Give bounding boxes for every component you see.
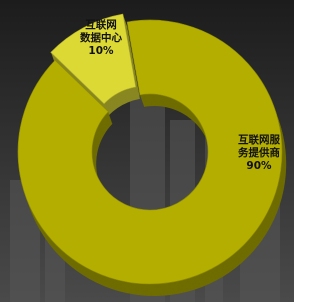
category-name: 互联网 数据中心: [70, 19, 132, 45]
value-label: 90%: [226, 160, 292, 173]
value-label: 10%: [70, 45, 132, 58]
category-name: 互联网服务提供商: [226, 134, 292, 160]
